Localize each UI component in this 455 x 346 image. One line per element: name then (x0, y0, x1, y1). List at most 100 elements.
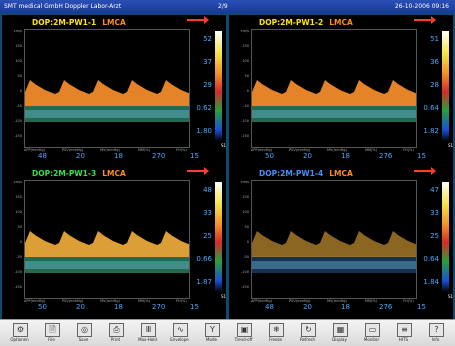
doppler-value: 47 (430, 186, 439, 194)
direction-arrow-icon (414, 16, 436, 24)
y-tick-label: -100 (241, 270, 249, 274)
foot-label: PSV(mmHg) (289, 299, 311, 303)
foot-label: FH(%) (403, 299, 414, 303)
panel-footer: ΔPP(mmHg) 48 PSV(mmHg) 20 MV(mmHg) 18 MM(%) 276… (251, 299, 441, 319)
y-tick-label: -150 (14, 134, 22, 138)
colorbar-label: S1 (448, 143, 453, 148)
y-tick-label: -50 (16, 255, 22, 259)
toolbar-label: File (48, 337, 55, 342)
probe-label: DOP:2M-PW1-1 (32, 18, 97, 27)
y-tick-label: 0 (19, 240, 22, 244)
doppler-value: 1.84 (423, 278, 439, 286)
toolbar-label: Mode (206, 337, 217, 342)
y-tick-label: 100 (15, 210, 22, 214)
doppler-value: 0.64 (423, 255, 439, 263)
doppler-panel-3[interactable]: DOP:2M-PW1-3 LMCA cm/s 150 100 50 0 -50 -100 -15… (2, 166, 226, 320)
foot-value: 20 (303, 152, 312, 160)
direction-arrow-icon (414, 167, 436, 175)
doppler-spectrum[interactable] (251, 180, 417, 299)
doppler-values: 48 33 25 0.66 1.87 (192, 186, 222, 306)
y-tick-label: 50 (17, 225, 22, 229)
foot-value: 15 (190, 303, 199, 311)
foot-value: 50 (38, 303, 47, 311)
toolbar-label: Display (332, 337, 347, 342)
y-tick-label: -100 (241, 119, 249, 123)
y-tick-label: cm/s (240, 180, 249, 184)
info-icon: ? (429, 323, 444, 337)
toolbar-label: Refresh (299, 337, 316, 342)
hits-icon: ≡ (397, 323, 412, 337)
panel-footer: ΔPP(mmHg) 50 PSV(mmHg) 20 MV(mmHg) 18 MM(%) 270… (24, 299, 214, 319)
toolbar-button-hits[interactable]: ≡ HITS (390, 322, 417, 345)
color-scale-bar (215, 31, 222, 141)
y-tick-label: 150 (15, 44, 22, 48)
y-axis: cm/s 150 100 50 0 -50 -100 -150 (4, 180, 23, 297)
color-scale-bar (442, 182, 449, 292)
toolbar-button-mode[interactable]: Y Mode (198, 322, 225, 345)
toolbar-label: Print (110, 337, 121, 342)
bottom-toolbar: ⚙ Optionen 🗎 File ◎ Save ⎙ Print Ⅲ Max-Hold ∿ Envel… (0, 319, 455, 346)
refresh-icon: ↻ (301, 323, 316, 337)
spectrum-reverse-band (25, 257, 189, 273)
y-tick-label: 0 (246, 89, 249, 93)
toolbar-button-print[interactable]: ⎙ Print (102, 322, 129, 345)
foot-label: PSV(mmHg) (62, 299, 84, 303)
probe-label: DOP:2M-PW1-2 (259, 18, 324, 27)
doppler-value: 1.82 (423, 127, 439, 135)
spectrum-svg (25, 231, 189, 273)
foot-label: FH(%) (403, 148, 414, 152)
foot-value: 15 (417, 303, 426, 311)
toolbar-button-info[interactable]: ? Info (422, 322, 449, 345)
doppler-spectrum[interactable] (251, 29, 417, 148)
foot-value: 15 (190, 152, 199, 160)
doppler-panel-4[interactable]: DOP:2M-PW1-4 LMCA cm/s 150 100 50 0 -50 -100 -15… (229, 166, 453, 320)
spectrum-noise-band (25, 261, 189, 269)
maxhold-icon: Ⅲ (141, 323, 156, 337)
y-tick-label: -100 (14, 270, 22, 274)
toolbar-button-trend-off[interactable]: ▣ Trend-off (230, 322, 257, 345)
foot-label: MM(%) (138, 299, 151, 303)
toolbar-button-monitor[interactable]: ▭ Monitor (358, 322, 385, 345)
options-icon: ⚙ (13, 323, 28, 337)
toolbar-button-file[interactable]: 🗎 File (38, 322, 65, 345)
foot-label: MM(%) (365, 148, 378, 152)
doppler-value: 29 (203, 81, 212, 89)
datetime: 26-10-2006 09:16 (394, 3, 449, 10)
foot-value: 20 (76, 152, 85, 160)
toolbar-button-envelope[interactable]: ∿ Envelope (166, 322, 193, 345)
freeze-icon: ❄ (269, 323, 284, 337)
doppler-panel-2[interactable]: DOP:2M-PW1-2 LMCA cm/s 150 100 50 0 -50 -100 -15… (229, 15, 453, 169)
y-tick-label: -150 (14, 285, 22, 289)
app-title: SMT medical GmbH Doppler Labor-Arzt (4, 3, 122, 10)
foot-value: 20 (303, 303, 312, 311)
doppler-spectrum[interactable] (24, 180, 190, 299)
file-icon: 🗎 (45, 323, 60, 337)
vessel-label: LMCA (102, 169, 126, 178)
toolbar-button-display[interactable]: ▦ Display (326, 322, 353, 345)
toolbar-button-optionen[interactable]: ⚙ Optionen (6, 322, 33, 345)
foot-label: MM(%) (138, 148, 151, 152)
foot-value: 48 (38, 152, 47, 160)
y-tick-label: cm/s (240, 29, 249, 33)
spectrum-reverse-band (252, 257, 416, 273)
doppler-panel-1[interactable]: DOP:2M-PW1-1 LMCA cm/s 150 100 50 0 -50 -100 -15… (2, 15, 226, 169)
toolbar-button-max-hold[interactable]: Ⅲ Max-Hold (134, 322, 161, 345)
colorbar-label: S1 (448, 294, 453, 299)
foot-value: 276 (379, 152, 393, 160)
save-icon: ◎ (77, 323, 92, 337)
y-tick-label: 150 (242, 44, 249, 48)
y-axis: cm/s 150 100 50 0 -50 -100 -150 (231, 180, 250, 297)
foot-label: ΔPP(mmHg) (251, 148, 273, 152)
toolbar-button-freeze[interactable]: ❄ Freeze (262, 322, 289, 345)
doppler-value: 1.80 (196, 127, 212, 135)
foot-label: MM(%) (365, 299, 378, 303)
vessel-label: LMCA (329, 169, 353, 178)
toolbar-button-save[interactable]: ◎ Save (70, 322, 97, 345)
doppler-value: 0.64 (423, 104, 439, 112)
foot-value: 20 (76, 303, 85, 311)
toolbar-button-refresh[interactable]: ↻ Refresh (294, 322, 321, 345)
doppler-spectrum[interactable] (24, 29, 190, 148)
spectrum-envelope (25, 231, 189, 257)
doppler-value: 37 (203, 58, 212, 66)
spectrum-noise-band (252, 261, 416, 269)
